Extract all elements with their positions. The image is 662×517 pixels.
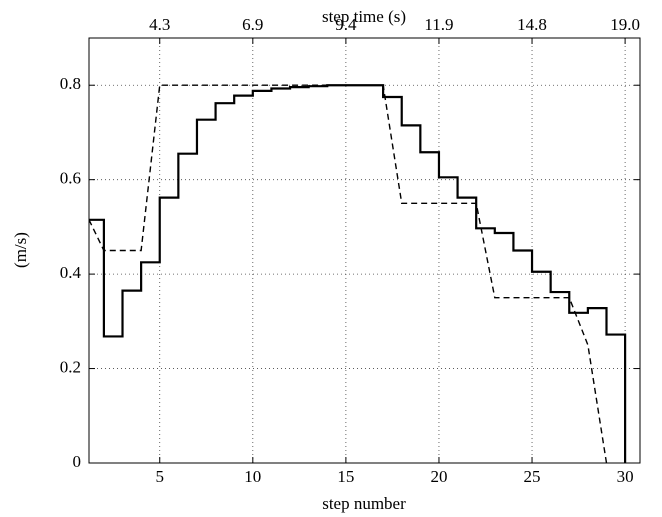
y-tick-label: 0 [73,452,82,471]
x-tick-label: 15 [337,467,354,486]
x2-tick-label: 14.8 [517,15,547,34]
y-tick-label: 0.2 [60,357,81,376]
x2-tick-label: 9.4 [335,15,357,34]
x2-tick-label: 6.9 [242,15,263,34]
x-axis-label: step number [322,494,406,513]
x-tick-label: 20 [430,467,447,486]
x-tick-label: 30 [617,467,634,486]
y-tick-label: 0.6 [60,169,81,188]
x2-tick-label: 4.3 [149,15,170,34]
x2-tick-label: 19.0 [610,15,640,34]
x-tick-label: 10 [244,467,261,486]
x2-tick-label: 11.9 [424,15,453,34]
series-line [89,84,608,463]
x-tick-label: 25 [524,467,541,486]
x2-axis-label: step time (s) [322,7,406,26]
plot-frame [88,37,641,464]
series-line [89,84,627,463]
x-tick-label: 5 [155,467,164,486]
y-tick-label: 0.4 [60,263,82,282]
y-tick-label: 0.8 [60,74,81,93]
y-axis-label: (m/s) [11,232,30,268]
